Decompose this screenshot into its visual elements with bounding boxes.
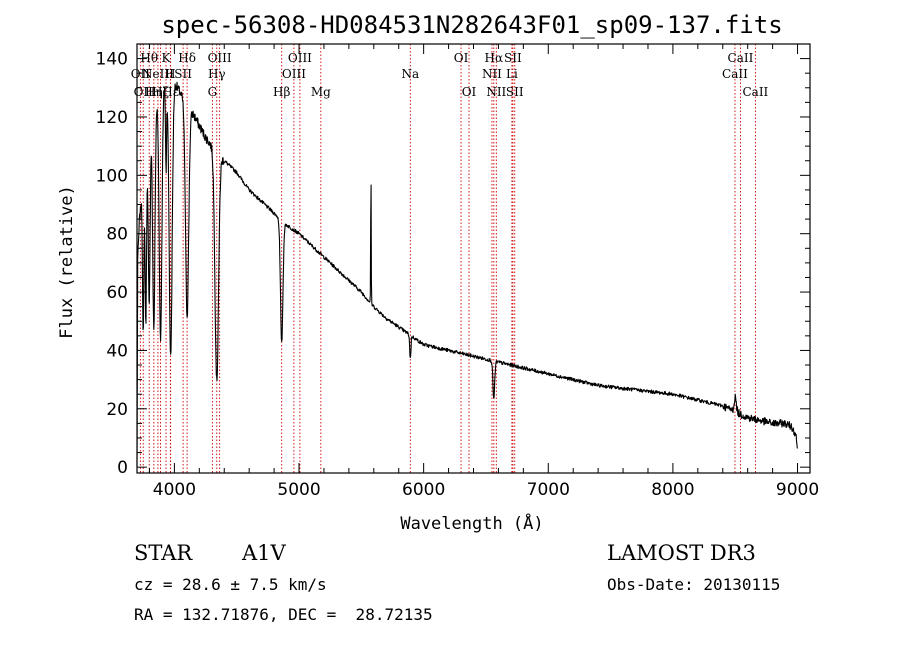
y-tick-label: 60 — [106, 283, 128, 303]
y-tick-label: 80 — [106, 225, 128, 245]
y-tick-label: 140 — [96, 50, 128, 70]
line-marker-label: CaII — [722, 67, 748, 81]
x-tick-label: 9000 — [776, 480, 819, 500]
line-marker-label: G — [208, 85, 218, 99]
line-marker-label: OII — [131, 67, 151, 81]
object-subclass: A1V — [241, 541, 287, 565]
x-tick-label: 8000 — [651, 480, 694, 500]
line-marker-label: NII — [486, 85, 506, 99]
line-marker-label: CaII — [742, 85, 768, 99]
x-tick-label: 7000 — [527, 480, 570, 500]
plot-frame — [136, 43, 811, 474]
line-marker-label: SII — [174, 67, 192, 81]
line-marker-label: OIII — [282, 67, 306, 81]
y-tick-label: 100 — [96, 166, 128, 186]
obs-date: Obs-Date: 20130115 — [607, 575, 780, 594]
line-marker-label: Hζ — [152, 85, 169, 99]
axes-layer: 4000 5000 6000 7000 8000 9000 0 20 40 60 80 100 120 1… — [96, 43, 819, 500]
line-marker-label: CaII — [728, 51, 754, 65]
line-marker-label: Li — [506, 67, 518, 81]
line-marker-label: Hδ — [178, 51, 196, 65]
chart-title: spec-56308-HD084531N282643F01_sp09-137.f… — [161, 11, 782, 39]
object-class: STAR — [134, 541, 193, 565]
line-marker-label: NII — [482, 67, 502, 81]
y-tick-label: 40 — [106, 341, 128, 361]
line-marker-label: Hβ — [273, 85, 290, 99]
redshift-readout: cz = 28.6 ± 7.5 km/s — [134, 575, 327, 594]
x-tick-label: 5000 — [277, 480, 320, 500]
line-marker-label: Hη — [145, 85, 163, 99]
y-tick-label: 120 — [96, 108, 128, 128]
x-tick-label: 4000 — [153, 480, 196, 500]
x-tick-label: 6000 — [402, 480, 445, 500]
y-tick-label: 0 — [117, 458, 128, 478]
line-marker-label: OI — [454, 51, 469, 65]
line-label-layer: OII OII Hθ Hη NeIII Hζ KH Hε SII Hδ G Hγ OIII Hβ OIII O… — [131, 51, 769, 99]
survey-name: LAMOST DR3 — [607, 541, 756, 565]
line-marker-label: Hε — [162, 85, 179, 99]
line-marker-label: SII — [506, 85, 524, 99]
line-marker-label: OIII — [288, 51, 312, 65]
line-marker-label: Mg — [311, 85, 331, 99]
y-axis-label: Flux (relative) — [57, 185, 77, 339]
coordinates-readout: RA = 132.71876, DEC = 28.72135 — [134, 605, 433, 624]
line-marker-label: NeIII — [142, 67, 174, 81]
line-marker-label: Hθ — [140, 51, 158, 65]
line-marker-label: Na — [401, 67, 419, 81]
line-marker-label: Hα — [485, 51, 504, 65]
line-marker-label: Hγ — [208, 67, 226, 81]
line-marker-label: OII — [134, 85, 154, 99]
line-marker-label: K — [162, 51, 172, 65]
spectrum-series — [136, 81, 798, 467]
y-tick-label: 20 — [106, 400, 128, 420]
line-marker-label: H — [165, 67, 175, 81]
line-marker-label: SII — [504, 51, 522, 65]
line-marker-label: OI — [462, 85, 477, 99]
spectrum-layer — [136, 81, 798, 467]
line-marker-label: OIII — [208, 51, 232, 65]
line-marker-layer — [139, 44, 756, 473]
x-axis-label: Wavelength (Å) — [400, 512, 543, 534]
